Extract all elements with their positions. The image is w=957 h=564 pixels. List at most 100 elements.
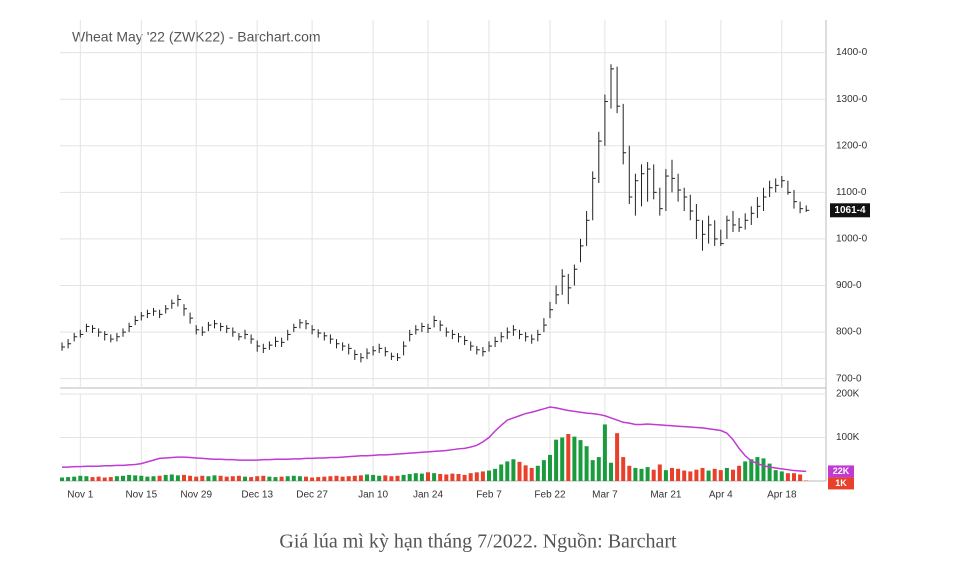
y-tick-label: 900-0 bbox=[836, 280, 862, 291]
volume-bar bbox=[121, 475, 125, 481]
y-tick-label: 100K bbox=[836, 432, 860, 443]
volume-bar bbox=[621, 457, 626, 481]
volume-bar bbox=[352, 475, 357, 481]
volume-bar bbox=[346, 476, 351, 481]
volume-bar bbox=[432, 473, 437, 481]
volume-bar bbox=[145, 476, 150, 481]
volume-bar bbox=[609, 462, 613, 481]
volume-bar bbox=[706, 470, 711, 481]
y-tick-label: 200K bbox=[836, 389, 860, 400]
volume-bar bbox=[340, 476, 345, 481]
volume-bar bbox=[182, 474, 186, 481]
caption: Giá lúa mì kỳ hạn tháng 7/2022. Nguồn: B… bbox=[279, 531, 677, 553]
volume-bar bbox=[523, 465, 528, 481]
volume-bar bbox=[322, 476, 327, 481]
volume-bar bbox=[133, 475, 138, 481]
volume-bar bbox=[560, 437, 565, 481]
volume-bar bbox=[505, 461, 510, 481]
volume-bar bbox=[688, 471, 693, 481]
volume-bar bbox=[426, 472, 430, 481]
volume-bar bbox=[316, 477, 321, 481]
volume-bar bbox=[328, 476, 333, 481]
volume-bar bbox=[633, 467, 638, 481]
x-tick-label: Feb 7 bbox=[476, 490, 502, 501]
volume-bar bbox=[407, 474, 412, 481]
volume-bar bbox=[657, 464, 662, 481]
volume-bar bbox=[310, 477, 315, 481]
volume-bar bbox=[663, 470, 668, 481]
volume-bar bbox=[273, 477, 278, 481]
volume-bar bbox=[267, 476, 272, 481]
volume-bar bbox=[163, 474, 168, 481]
volume-bar bbox=[767, 463, 772, 481]
volume-bar bbox=[474, 472, 479, 481]
volume-bar bbox=[438, 474, 443, 481]
volume-bar bbox=[365, 474, 369, 481]
volume-bar bbox=[444, 474, 449, 481]
volume-bar bbox=[584, 446, 589, 481]
volume-bar bbox=[468, 473, 473, 481]
y-tick-label: 1300-0 bbox=[836, 94, 868, 105]
last-price-label: 1061-4 bbox=[834, 205, 866, 216]
volume-bar bbox=[517, 461, 522, 481]
volume-bar bbox=[413, 473, 418, 481]
x-tick-label: Apr 4 bbox=[709, 490, 733, 501]
volume-tag bbox=[828, 477, 854, 490]
volume-bar bbox=[718, 470, 723, 481]
volume-bar bbox=[377, 475, 382, 481]
volume-bar bbox=[206, 476, 211, 481]
volume-bar bbox=[749, 459, 754, 481]
volume-bar bbox=[566, 434, 571, 481]
y-tick-label: 1000-0 bbox=[836, 234, 868, 245]
volume-bar bbox=[255, 476, 260, 481]
volume-bar bbox=[151, 476, 156, 481]
y-tick-label: 1200-0 bbox=[836, 140, 868, 151]
x-tick-label: Dec 27 bbox=[296, 490, 328, 501]
volume-bar bbox=[212, 475, 217, 481]
volume-bar bbox=[792, 473, 796, 481]
volume-bar bbox=[334, 475, 339, 481]
volume-bar bbox=[682, 470, 687, 481]
last-price-tag bbox=[830, 203, 870, 218]
volume-bar bbox=[700, 467, 705, 481]
x-tick-label: Dec 13 bbox=[241, 490, 273, 501]
volume-bar bbox=[218, 475, 223, 481]
volume-bar bbox=[615, 433, 620, 481]
volume-bar bbox=[596, 457, 601, 481]
volume-bar bbox=[798, 474, 803, 481]
volume-bar bbox=[139, 475, 144, 481]
volume-bar bbox=[102, 477, 107, 481]
volume-bar bbox=[389, 476, 394, 481]
volume-bar bbox=[114, 476, 119, 481]
volume-bar bbox=[285, 476, 290, 481]
volume-bar bbox=[188, 475, 193, 481]
volume-bar bbox=[108, 477, 113, 481]
volume-bar bbox=[261, 475, 266, 481]
volume-bar bbox=[243, 476, 247, 481]
x-tick-label: Jan 24 bbox=[413, 490, 443, 501]
volume-bar bbox=[712, 468, 717, 481]
volume-bar bbox=[383, 475, 388, 481]
oi-tag bbox=[828, 465, 854, 478]
volume-bar bbox=[511, 459, 516, 481]
volume-bar bbox=[90, 477, 95, 481]
x-tick-label: Nov 29 bbox=[180, 490, 212, 501]
volume-bar bbox=[78, 475, 83, 481]
volume-bar bbox=[401, 474, 406, 481]
volume-bar bbox=[419, 473, 424, 481]
volume-bar bbox=[773, 470, 778, 481]
volume-bar bbox=[304, 476, 308, 481]
volume-bar bbox=[224, 476, 229, 481]
volume-bar bbox=[535, 465, 540, 481]
volume-bar bbox=[96, 476, 101, 481]
volume-bar bbox=[371, 474, 376, 481]
volume-bar bbox=[645, 467, 650, 481]
volume-bar bbox=[60, 477, 64, 481]
open-interest-line bbox=[62, 406, 807, 473]
volume-bar bbox=[779, 471, 784, 481]
y-tick-label: 800-0 bbox=[836, 327, 862, 338]
volume-bar bbox=[487, 470, 491, 481]
x-tick-label: Jan 10 bbox=[358, 490, 388, 501]
